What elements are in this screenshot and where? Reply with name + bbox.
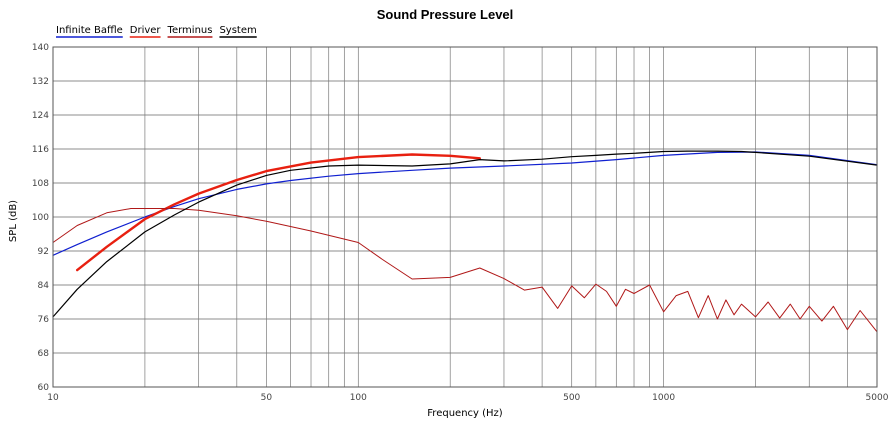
y-axis-label: SPL (dB) <box>8 200 19 242</box>
y-tick-label-124: 124 <box>32 111 49 121</box>
y-tick-label-68: 68 <box>38 349 50 359</box>
grid-layer <box>53 46 877 388</box>
x-axis-ticks: 10 50 100 500 1000 5000 <box>47 393 888 403</box>
y-tick-label-108: 108 <box>32 179 49 189</box>
x-tick-label-500: 500 <box>563 393 580 403</box>
y-tick-label-132: 132 <box>32 77 49 87</box>
x-tick-label-10: 10 <box>47 393 59 403</box>
y-tick-label-140: 140 <box>32 43 49 53</box>
chart-title: Sound Pressure Level <box>377 7 514 22</box>
legend-label-driver: Driver <box>130 25 162 36</box>
x-tick-label-50: 50 <box>261 393 273 403</box>
y-tick-label-84: 84 <box>38 281 50 291</box>
x-tick-label-100: 100 <box>350 393 367 403</box>
legend-label-system: System <box>219 25 256 36</box>
x-axis-label: Frequency (Hz) <box>427 408 503 419</box>
series-line-system <box>52 150 878 318</box>
y-tick-label-100: 100 <box>32 213 49 223</box>
legend-label-infinite-baffle: Infinite Baffle <box>56 25 123 36</box>
y-axis-ticks: 60 68 76 84 92 100 108 116 124 132 140 <box>32 43 49 393</box>
chart-legend: Infinite Baffle Driver Terminus System <box>56 25 257 38</box>
x-tick-label-5000: 5000 <box>866 393 889 403</box>
y-tick-label-92: 92 <box>38 247 49 257</box>
y-tick-label-116: 116 <box>32 145 49 155</box>
y-tick-label-76: 76 <box>38 315 50 325</box>
legend-label-terminus: Terminus <box>167 25 213 36</box>
series-line-terminus <box>52 208 878 333</box>
plot-frame <box>52 46 878 388</box>
series-line-driver <box>76 153 481 272</box>
x-tick-label-1000: 1000 <box>652 393 675 403</box>
series-layer <box>52 150 878 333</box>
y-tick-label-60: 60 <box>38 383 50 393</box>
